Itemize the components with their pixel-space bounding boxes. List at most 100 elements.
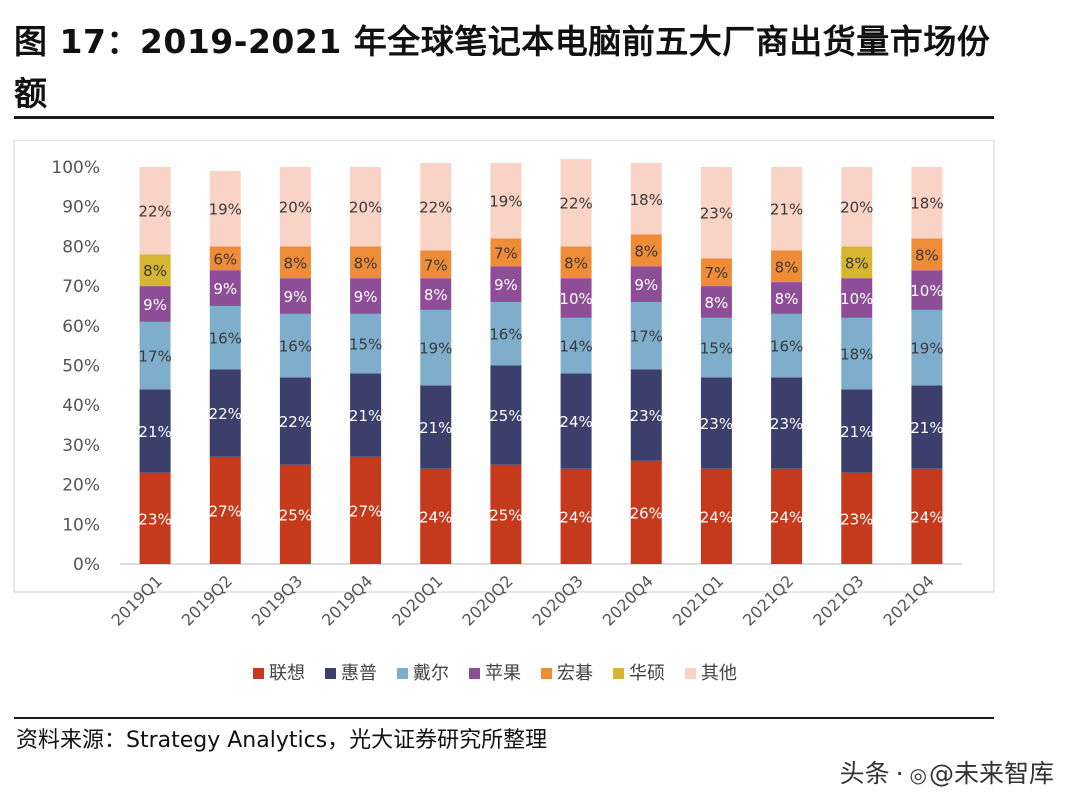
data-label: 8% bbox=[564, 254, 588, 272]
y-tick-label: 0% bbox=[73, 555, 100, 575]
data-label: 20% bbox=[840, 199, 873, 217]
bar-segment-苹果 bbox=[630, 266, 662, 302]
legend-label: 华硕 bbox=[629, 663, 665, 684]
bar-segment-惠普 bbox=[700, 377, 732, 469]
bar-segment-惠普 bbox=[209, 369, 241, 457]
bar-segment-其他 bbox=[560, 159, 592, 247]
data-label: 21% bbox=[770, 201, 803, 219]
bar-segment-苹果 bbox=[490, 266, 522, 302]
data-label: 10% bbox=[559, 290, 592, 308]
bar-segment-联想 bbox=[350, 456, 382, 564]
legend-swatch-其他 bbox=[685, 668, 696, 679]
bar-segment-苹果 bbox=[350, 278, 382, 314]
x-tick-label: 2020Q4 bbox=[599, 571, 657, 629]
bar-segment-其他 bbox=[279, 167, 311, 247]
source-rule bbox=[14, 717, 994, 719]
legend-label: 其他 bbox=[701, 663, 737, 684]
bar-segment-惠普 bbox=[771, 377, 803, 469]
data-label: 21% bbox=[138, 423, 171, 441]
bar-segment-苹果 bbox=[700, 286, 732, 318]
data-label: 19% bbox=[209, 201, 242, 219]
data-label: 21% bbox=[840, 423, 873, 441]
data-label: 7% bbox=[424, 256, 448, 274]
bar-segment-其他 bbox=[700, 167, 732, 259]
bar-segment-戴尔 bbox=[560, 317, 592, 374]
bar-segment-惠普 bbox=[350, 373, 382, 457]
y-tick-label: 40% bbox=[62, 396, 100, 416]
legend-label: 联想 bbox=[269, 663, 305, 684]
data-label: 8% bbox=[915, 246, 939, 264]
bar-segment-其他 bbox=[209, 170, 241, 247]
bar-segment-苹果 bbox=[279, 278, 311, 314]
bar-segment-惠普 bbox=[841, 389, 873, 473]
bar-segment-华硕 bbox=[139, 254, 171, 287]
chart-frame bbox=[13, 140, 995, 593]
bar-segment-戴尔 bbox=[420, 309, 452, 386]
data-label: 18% bbox=[910, 195, 943, 213]
x-tick-label: 2019Q4 bbox=[318, 571, 376, 629]
figure-title: 图 17：2019-2021 年全球笔记本电脑前五大厂商出货量市场份额 bbox=[14, 22, 991, 113]
watermark-prefix: 头条 bbox=[839, 759, 890, 788]
bar-segment-联想 bbox=[841, 472, 873, 564]
data-label: 24% bbox=[419, 508, 452, 526]
data-label: 21% bbox=[349, 407, 382, 425]
data-label: 26% bbox=[630, 504, 663, 522]
legend-swatch-惠普 bbox=[325, 668, 336, 679]
data-label: 24% bbox=[770, 508, 803, 526]
data-label: 24% bbox=[910, 508, 943, 526]
bar-segment-苹果 bbox=[771, 282, 803, 314]
y-tick-label: 10% bbox=[62, 515, 100, 535]
data-label: 16% bbox=[209, 330, 242, 348]
data-label: 17% bbox=[630, 328, 663, 346]
data-label: 21% bbox=[910, 419, 943, 437]
bar-segment-宏碁 bbox=[490, 238, 522, 267]
data-label: 23% bbox=[700, 205, 733, 223]
bar-segment-其他 bbox=[139, 167, 171, 255]
bar-segment-联想 bbox=[490, 464, 522, 564]
data-label: 10% bbox=[840, 290, 873, 308]
title-rule bbox=[14, 116, 994, 119]
data-label: 20% bbox=[279, 199, 312, 217]
bar-segment-宏碁 bbox=[771, 250, 803, 283]
stacked-bar-chart: 0% 10% 20% 30% 40% 50% 60% 70% 80% 90% 100% 23% 21% 1… bbox=[13, 140, 995, 684]
y-tick-label: 20% bbox=[62, 476, 100, 496]
data-label: 22% bbox=[209, 405, 242, 423]
bar-segment-惠普 bbox=[420, 385, 452, 469]
bar-segment-宏碁 bbox=[209, 246, 241, 271]
data-label: 7% bbox=[494, 244, 518, 262]
bar-segment-戴尔 bbox=[350, 313, 382, 374]
bar-segment-其他 bbox=[630, 163, 662, 235]
data-label: 8% bbox=[284, 254, 308, 272]
bar-segment-宏碁 bbox=[560, 246, 592, 279]
bar-segment-惠普 bbox=[560, 373, 592, 469]
data-label: 19% bbox=[419, 340, 452, 358]
watermark: 头条 · ◎@未来智库 bbox=[835, 754, 1058, 790]
data-label: 7% bbox=[705, 264, 729, 282]
bar-segment-苹果 bbox=[420, 278, 452, 310]
data-label: 9% bbox=[494, 276, 518, 294]
data-label: 8% bbox=[143, 262, 167, 280]
data-label: 16% bbox=[279, 338, 312, 356]
data-label: 9% bbox=[143, 296, 167, 314]
bar-segment-惠普 bbox=[911, 385, 943, 469]
data-label: 22% bbox=[138, 203, 171, 221]
bar-segment-惠普 bbox=[630, 369, 662, 461]
bar-segment-戴尔 bbox=[771, 313, 803, 378]
data-label: 8% bbox=[634, 242, 658, 260]
data-label: 19% bbox=[910, 340, 943, 358]
bar-segment-宏碁 bbox=[911, 238, 943, 271]
bar-segment-宏碁 bbox=[630, 234, 662, 267]
bar-segment-戴尔 bbox=[700, 317, 732, 378]
wechat-icon: ◎ bbox=[909, 763, 927, 787]
data-label: 6% bbox=[213, 250, 237, 268]
data-label: 8% bbox=[705, 294, 729, 312]
x-tick-label: 2019Q3 bbox=[248, 571, 306, 629]
x-tick-label: 2020Q1 bbox=[388, 571, 446, 629]
source-note: 资料来源：Strategy Analytics，光大证券研究所整理 bbox=[16, 728, 548, 753]
bar-segment-戴尔 bbox=[279, 313, 311, 378]
bar-segment-戴尔 bbox=[630, 301, 662, 370]
legend-label: 惠普 bbox=[341, 663, 377, 684]
bar-segment-宏碁 bbox=[420, 250, 452, 279]
data-label: 9% bbox=[354, 288, 378, 306]
data-label: 22% bbox=[279, 413, 312, 431]
